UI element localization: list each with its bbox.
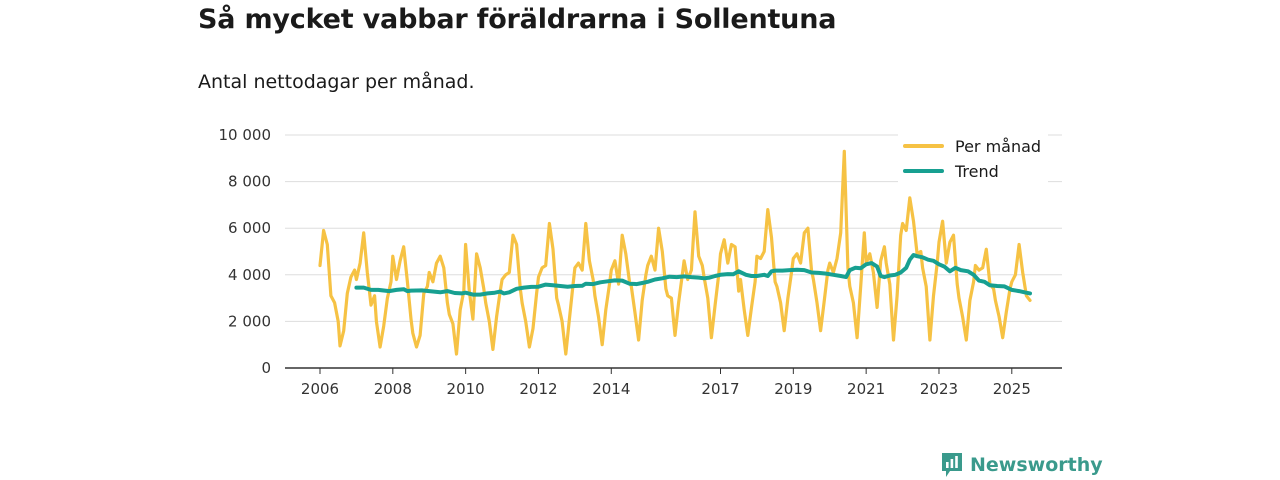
y-tick-label: 6 000 [228, 219, 271, 237]
x-tick-label: 2010 [447, 380, 485, 398]
x-tick-label: 2008 [374, 380, 412, 398]
y-tick-label: 4 000 [228, 266, 271, 284]
x-tick-label: 2023 [920, 380, 958, 398]
legend: Per månad Trend [898, 132, 1048, 184]
chart-title: Så mycket vabbar föräldrarna i Sollentun… [198, 4, 837, 35]
legend-background [898, 132, 1048, 184]
y-tick-label: 2 000 [228, 312, 271, 330]
x-tick-label: 2006 [301, 380, 339, 398]
x-tick-label: 2012 [519, 380, 557, 398]
y-axis-ticks: 0 2 000 4 000 6 000 8 000 10 000 [219, 126, 272, 377]
y-tick-label: 8 000 [228, 173, 271, 191]
x-tick-label: 2017 [701, 380, 739, 398]
y-tick-label: 0 [261, 359, 271, 377]
x-tick-label: 2025 [993, 380, 1031, 398]
x-tick-label: 2014 [592, 380, 630, 398]
brand-logo: Newsworthy [940, 451, 1103, 479]
x-tick-label: 2019 [774, 380, 812, 398]
series-lines [318, 149, 1032, 356]
y-tick-label: 10 000 [219, 126, 272, 144]
x-tick-label: 2021 [847, 380, 885, 398]
legend-label-monthly: Per månad [955, 137, 1041, 156]
newsworthy-logo-icon [942, 453, 962, 477]
series-line-per-manad [318, 149, 1032, 356]
brand-name: Newsworthy [970, 454, 1103, 476]
legend-label-trend: Trend [954, 162, 999, 181]
x-axis: 2006 2008 2010 2012 2014 2017 2019 2021 2023 2025 [285, 367, 1062, 398]
series-line-trend [354, 253, 1032, 297]
chart-subtitle: Antal nettodagar per månad. [198, 71, 475, 93]
